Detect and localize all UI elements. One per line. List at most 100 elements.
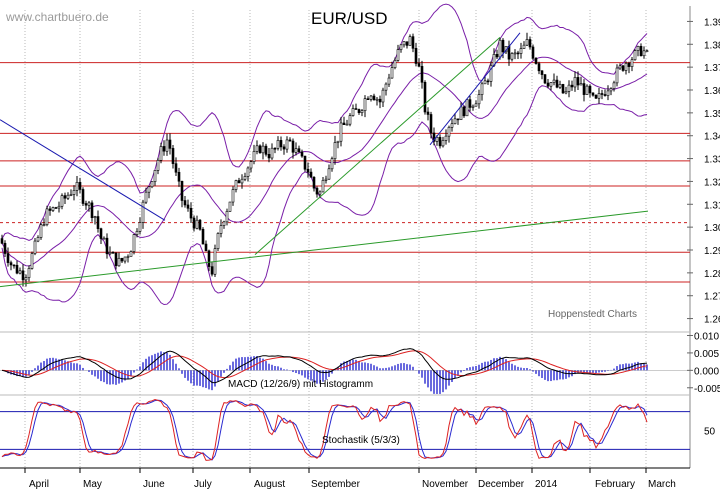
candle-body (627, 62, 631, 67)
candle-body (333, 142, 337, 160)
candle-body (141, 201, 145, 223)
candle-body (9, 262, 13, 266)
candle-body (42, 224, 46, 226)
candle-body (474, 103, 478, 107)
candle-body (318, 191, 322, 195)
candle-body (249, 161, 253, 169)
y-axis-labels: 1.39 1.38 1.37 1.36 1.35 1.34 1.33 1.32 1.31 1.30… (687, 17, 720, 438)
candle-body (453, 118, 457, 125)
price-tick-label: 1.35 (704, 109, 720, 120)
candle-body (546, 82, 550, 87)
price-tick-label: 1.37 (704, 63, 720, 74)
candle-body (114, 252, 118, 267)
candle-body (30, 253, 34, 269)
candle-body (642, 50, 646, 57)
bollinger-upper (1, 3, 648, 242)
candle-body (240, 178, 244, 184)
candle-body (360, 110, 364, 113)
candle-body (330, 158, 334, 170)
candle-body (414, 48, 418, 64)
macd-tick-label: -0.005 (694, 384, 720, 395)
candle-body (327, 168, 331, 180)
candle-body (561, 84, 565, 94)
candle-body (66, 194, 70, 199)
candle-body (87, 202, 91, 206)
candle-body (585, 85, 589, 95)
candle-body (165, 139, 169, 152)
candle-body (222, 221, 226, 226)
candle-body (621, 65, 625, 71)
candle-body (564, 91, 568, 94)
price-tick-label: 1.26 (704, 315, 720, 326)
candle-body (201, 228, 205, 245)
candle-body (384, 83, 388, 91)
candle-body (69, 194, 73, 196)
candle-body (540, 70, 544, 75)
candle-body (45, 208, 49, 225)
candle-body (312, 176, 316, 189)
stoch-d-line (1, 399, 648, 461)
stoch-k-line (1, 398, 648, 461)
candle-body (192, 217, 196, 229)
candle-body (543, 74, 547, 84)
candle-body (435, 137, 439, 142)
price-tick-label: 1.34 (704, 132, 720, 143)
candle-body (465, 99, 469, 117)
candle-body (519, 48, 523, 54)
bollinger-middle (1, 56, 648, 267)
watermark: www.chartbuero.de (5, 10, 109, 24)
candle-body (459, 106, 463, 121)
candle-body (96, 216, 100, 229)
macd-tick-label: 0.005 (694, 349, 719, 360)
candle-body (612, 82, 616, 89)
candle-body (168, 139, 172, 149)
candle-body (549, 82, 553, 87)
candle-body (186, 204, 190, 209)
candle-body (615, 67, 619, 84)
month-label: September (311, 479, 361, 490)
candle-body (417, 63, 421, 67)
candle-body (225, 211, 229, 223)
candle-body (282, 146, 286, 150)
candle-body (177, 171, 181, 182)
candle-body (423, 82, 427, 113)
candle-body (513, 52, 517, 55)
candle-body (75, 182, 79, 191)
macd-line (1, 348, 648, 384)
candle-body (525, 39, 529, 46)
candle-body (378, 98, 382, 103)
month-label: December (478, 479, 525, 490)
candle-body (381, 89, 385, 103)
candle-body (570, 84, 574, 88)
price-tick-label: 1.33 (704, 155, 720, 166)
candle-body (105, 237, 109, 255)
candle-body (438, 137, 442, 147)
candle-body (387, 77, 391, 85)
candle-body (351, 108, 355, 116)
macd-signal-line (1, 350, 648, 379)
trendline-green (0, 210, 649, 288)
credit-label: Hoppenstedt Charts (548, 309, 637, 320)
candle-body (408, 36, 412, 46)
candle-body (594, 94, 598, 99)
price-tick-label: 1.32 (704, 177, 720, 188)
candle-body (228, 201, 232, 212)
candle-body (183, 200, 187, 206)
bollinger-lower (1, 85, 648, 306)
x-axis-month-labels: April May June July August September November D… (29, 479, 676, 490)
trendlines (0, 32, 649, 288)
candle-body (462, 106, 466, 117)
candle-body (480, 83, 484, 95)
candle-body (132, 234, 136, 252)
month-label: June (143, 479, 165, 490)
price-tick-label: 1.28 (704, 269, 720, 280)
candle-body (63, 195, 67, 199)
candle-body (264, 145, 268, 155)
candle-body (624, 62, 628, 71)
candle-body (537, 63, 541, 72)
candle-body (363, 98, 367, 112)
candle-body (420, 66, 424, 83)
candle-body (159, 146, 163, 161)
month-label: April (29, 479, 49, 490)
